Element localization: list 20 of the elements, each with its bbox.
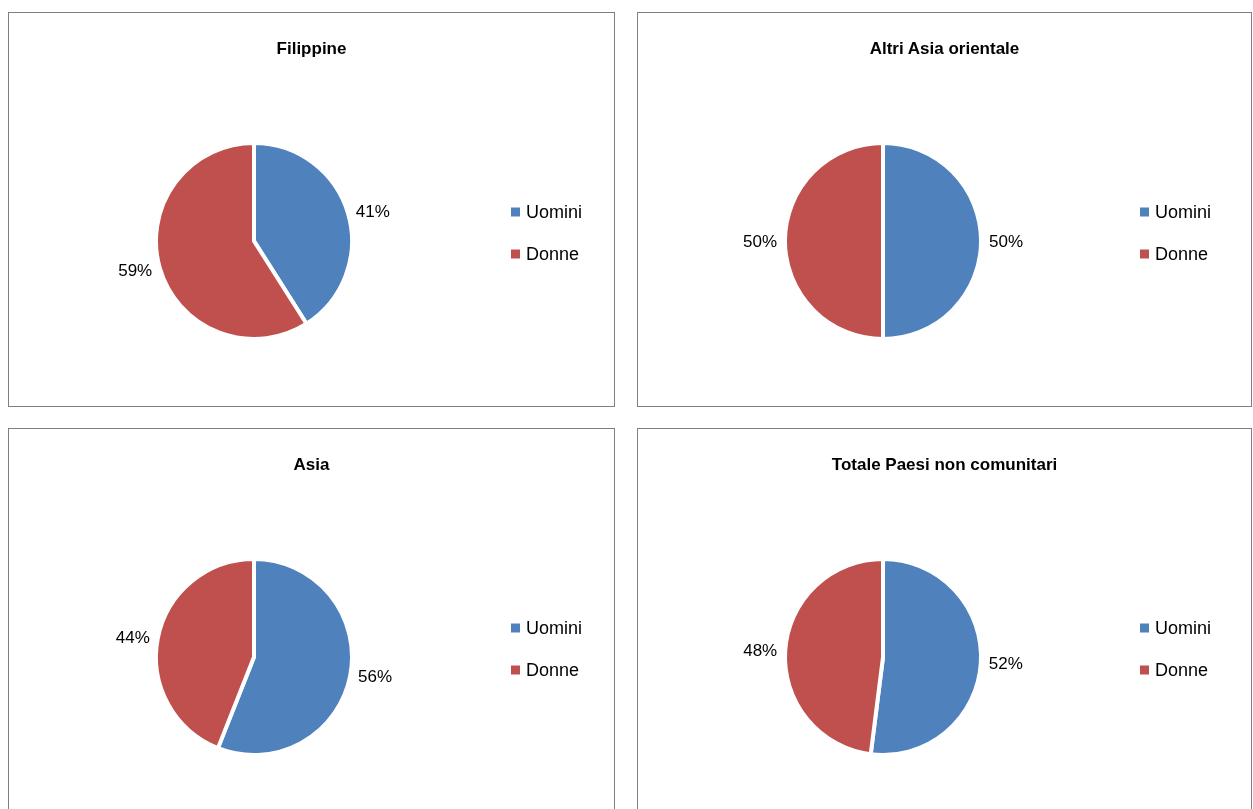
legend-label: Uomini (526, 202, 583, 222)
chart-title: Totale Paesi non comunitari (831, 455, 1058, 474)
legend-label: Uomini (526, 618, 583, 638)
legend-label: Uomini (1155, 202, 1212, 222)
legend-label: Donne (526, 660, 580, 680)
data-label: 50% (742, 231, 777, 251)
chart-title: Asia (293, 455, 330, 474)
legend-label: Donne (1155, 244, 1209, 264)
data-label: 52% (988, 654, 1023, 674)
legend-label: Donne (1155, 660, 1209, 680)
legend-label: Uomini (1155, 618, 1212, 638)
data-label: 59% (118, 261, 153, 281)
data-label: 56% (358, 667, 393, 687)
data-label: 50% (989, 231, 1024, 251)
legend-label: Donne (526, 244, 580, 264)
data-label: 44% (115, 627, 150, 647)
chart-title: Altri Asia orientale (869, 39, 1020, 58)
data-label: 48% (743, 640, 778, 660)
data-label: 41% (355, 201, 390, 221)
chart-title: Filippine (276, 39, 347, 58)
